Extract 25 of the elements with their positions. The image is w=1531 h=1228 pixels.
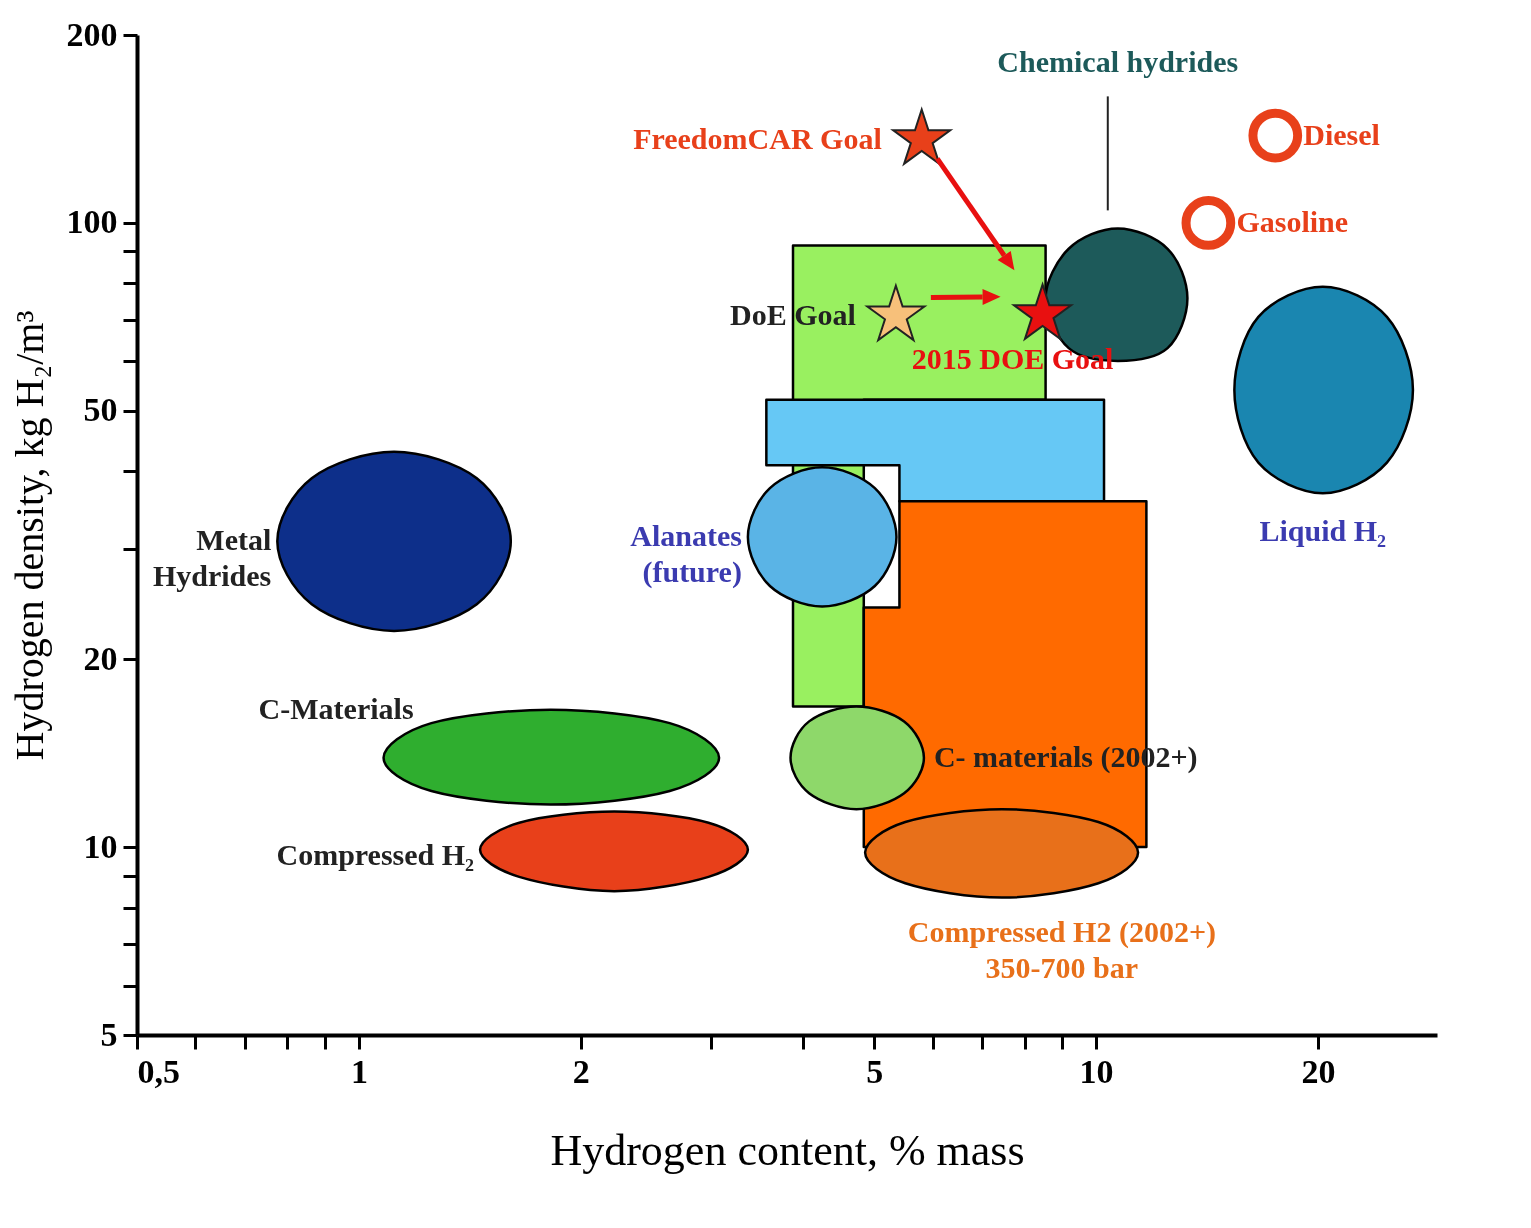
- series-label: Liquid H₂: [1259, 514, 1387, 548]
- x-tick-label: 0,5: [137, 1052, 180, 1090]
- text: Chemical hydrides: [997, 45, 1239, 79]
- series-label: FreedomCAR Goal: [633, 121, 882, 155]
- x-tick-label: 1: [350, 1052, 368, 1090]
- series-label: Diesel: [1303, 117, 1380, 151]
- series-label: Compressed H2 (2002+) 350-700 bar: [907, 914, 1216, 984]
- x-axis-title: Hydrogen content, % mass: [550, 1125, 1025, 1175]
- y-tick-label: 10: [83, 827, 118, 865]
- series-label: Alanates (future): [630, 518, 742, 589]
- y-tick-label: 200: [66, 15, 118, 53]
- series-label: Metal Hydrides: [152, 523, 272, 593]
- y-axis-title: Hydrogen density, kg H₂/m³: [6, 310, 52, 761]
- y-tick-label: 5: [100, 1015, 118, 1053]
- x-tick-label: 5: [866, 1052, 884, 1090]
- y-tick-label: 100: [66, 203, 118, 241]
- x-tick-label: 2: [572, 1052, 590, 1090]
- series-label: Gasoline: [1236, 204, 1349, 238]
- x-tick-label: 20: [1301, 1052, 1336, 1090]
- x-tick-label: 10: [1079, 1052, 1114, 1090]
- y-tick-label: 50: [83, 391, 118, 429]
- series-label: C-Materials: [258, 691, 414, 725]
- y-tick-label: 20: [83, 639, 118, 677]
- series-label: DoE Goal: [730, 297, 856, 331]
- series-label: Compressed H₂: [276, 837, 475, 871]
